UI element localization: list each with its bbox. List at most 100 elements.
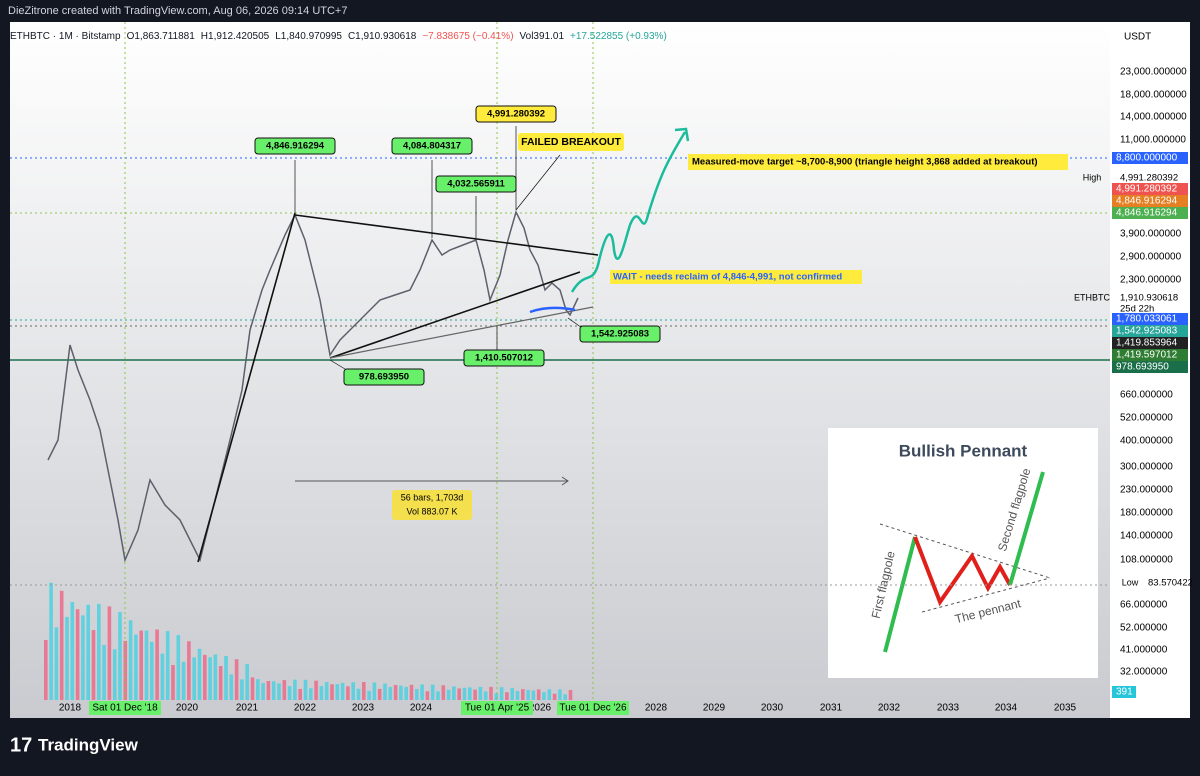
volume-bar xyxy=(521,689,525,700)
volume-bar xyxy=(340,682,345,700)
price-badge-text: 1,780.033061 xyxy=(1116,314,1178,325)
price-badge xyxy=(1112,313,1188,325)
price-label: 2,300.000000 xyxy=(1120,275,1182,286)
volume-bar xyxy=(409,684,414,700)
volume-bar xyxy=(558,689,562,700)
volume-bar xyxy=(160,653,165,700)
time-marker-text: Tue 01 Apr '25 xyxy=(465,703,530,714)
volume-bar xyxy=(446,689,451,700)
volume-bar xyxy=(139,630,143,700)
volume-bar xyxy=(224,655,228,700)
volume-bar xyxy=(563,694,567,700)
volume-bar xyxy=(367,690,371,700)
volume-bar xyxy=(287,686,292,700)
volume-bar xyxy=(54,627,59,700)
low-bg xyxy=(1118,577,1142,589)
volume-bar xyxy=(330,684,334,700)
price-badge-text: 4,991.280392 xyxy=(1116,184,1178,195)
volume-legend: Vol391.01 xyxy=(520,31,565,42)
measure-box xyxy=(392,490,472,520)
volume-bar xyxy=(362,682,366,700)
volume-bar xyxy=(351,682,355,700)
price-badge xyxy=(1112,337,1188,349)
ohlc: C1,910.930618 xyxy=(348,31,417,42)
price-label: 52.000000 xyxy=(1120,623,1168,634)
ohlc: L1,840.970995 xyxy=(275,31,342,42)
volume-bar xyxy=(86,604,90,700)
volume-bar xyxy=(134,634,138,700)
price-callout-text: 4,846.916294 xyxy=(266,141,325,152)
volume-bar xyxy=(356,688,361,700)
volume-bar xyxy=(70,601,75,700)
volume-bar xyxy=(208,657,212,700)
price-label: 180.000000 xyxy=(1120,508,1173,519)
volume-bar xyxy=(346,686,350,700)
volume-bar xyxy=(282,680,287,700)
volume-bar xyxy=(229,674,234,700)
price-callout xyxy=(343,368,425,386)
volume-bar xyxy=(489,686,493,700)
volume-bar xyxy=(102,644,106,700)
volume-bar xyxy=(91,630,96,700)
volume-bar xyxy=(112,649,117,700)
volume-bar xyxy=(213,654,218,700)
price-label: 66.000000 xyxy=(1120,600,1168,611)
change: −7.838675 (−0.41%) xyxy=(422,31,513,42)
wait-bg xyxy=(610,270,862,284)
time-marker xyxy=(461,701,533,715)
volume-bar xyxy=(144,630,149,700)
logo: TradingView xyxy=(38,735,139,754)
volume-bar xyxy=(118,612,122,700)
price-callout xyxy=(391,137,473,155)
volume-bar xyxy=(75,609,80,700)
last-price: 1,910.930618 xyxy=(1120,293,1178,304)
inset-bg xyxy=(828,428,1098,678)
ohlc: O1,863.711881 xyxy=(127,31,196,42)
price-label: 520.000000 xyxy=(1120,413,1173,424)
time-label: 2026 xyxy=(529,703,552,714)
price-badge-text: 1,419.853964 xyxy=(1116,338,1178,349)
symbol: ETHBTC · 1M · Bitstamp xyxy=(10,31,121,42)
price-label: 11,000.000000 xyxy=(1120,135,1186,146)
volume-bar xyxy=(372,682,377,700)
high-label: High xyxy=(1083,172,1102,182)
volume-bar xyxy=(462,687,467,700)
volume-bar xyxy=(473,689,477,700)
volume-bar xyxy=(536,689,541,700)
volume-bar xyxy=(314,680,318,700)
volume-bar xyxy=(49,582,53,700)
volume-bar xyxy=(515,690,520,700)
time-label: 2030 xyxy=(761,703,784,714)
volume-bar xyxy=(293,679,297,700)
low-value: 83.570422 xyxy=(1148,578,1193,589)
price-label: 400.000000 xyxy=(1120,436,1173,447)
volume xyxy=(44,582,573,700)
inset-title: Bullish Pennant xyxy=(899,441,1028,460)
ohlc: H1,912.420505 xyxy=(201,31,270,42)
price-badge-text: 978.693950 xyxy=(1116,362,1169,373)
volume-bar xyxy=(494,693,499,700)
volume-bar xyxy=(97,603,101,700)
measure-text: 56 bars, 1,703d xyxy=(401,492,464,502)
volume-bar xyxy=(298,688,302,700)
time-marker xyxy=(557,701,629,715)
volume-bar xyxy=(81,615,85,700)
price-label: 140.000000 xyxy=(1120,531,1173,542)
measure-text: Vol 883.07 K xyxy=(406,506,457,516)
volume-bar xyxy=(240,679,244,700)
volume-bar xyxy=(399,685,403,700)
price-label: 3,900.000000 xyxy=(1120,229,1182,240)
volume-bar xyxy=(547,689,552,700)
price-callout-text: 4,032.565911 xyxy=(447,179,505,190)
price-path xyxy=(47,209,579,563)
time-label: 2020 xyxy=(176,703,199,714)
volume-bar xyxy=(107,606,112,700)
time-label: 2021 xyxy=(236,703,259,714)
peak-callout-text: 4,991.280392 xyxy=(487,109,545,120)
volume-bar xyxy=(393,685,398,700)
symbol-label: ETHBTC xyxy=(1074,292,1111,302)
volume-bar xyxy=(377,688,382,700)
projection xyxy=(570,131,687,293)
volume-bar xyxy=(59,590,64,700)
volume-bar xyxy=(452,686,456,700)
